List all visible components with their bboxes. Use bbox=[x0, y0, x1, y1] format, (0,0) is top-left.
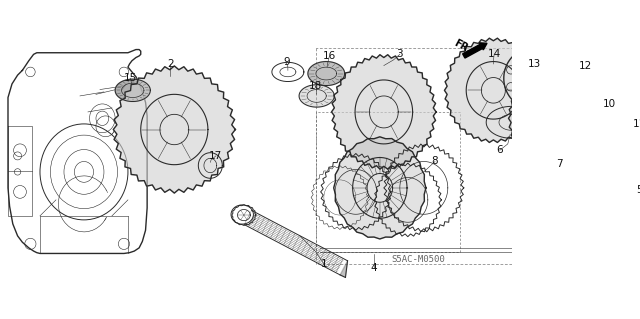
Text: 5: 5 bbox=[636, 185, 640, 195]
Text: 4: 4 bbox=[371, 263, 378, 273]
Text: FR.: FR. bbox=[452, 38, 472, 56]
Text: 6: 6 bbox=[497, 145, 503, 155]
Text: 1: 1 bbox=[321, 259, 327, 269]
Text: 10: 10 bbox=[603, 99, 616, 109]
Text: 15: 15 bbox=[124, 73, 137, 83]
Text: 9: 9 bbox=[283, 57, 289, 67]
Text: S5AC-M0500: S5AC-M0500 bbox=[392, 255, 445, 264]
Polygon shape bbox=[589, 105, 640, 196]
Polygon shape bbox=[113, 66, 236, 193]
Polygon shape bbox=[333, 137, 426, 239]
FancyArrow shape bbox=[463, 43, 487, 58]
Polygon shape bbox=[299, 85, 334, 107]
Text: 12: 12 bbox=[579, 61, 592, 70]
Text: 3: 3 bbox=[397, 49, 403, 59]
Text: 11: 11 bbox=[633, 119, 640, 129]
Polygon shape bbox=[308, 62, 345, 85]
Polygon shape bbox=[612, 78, 640, 129]
Polygon shape bbox=[308, 62, 345, 85]
Text: 2: 2 bbox=[167, 59, 173, 69]
Polygon shape bbox=[332, 55, 436, 169]
Text: 18: 18 bbox=[309, 81, 323, 91]
Polygon shape bbox=[444, 38, 542, 143]
Text: 14: 14 bbox=[488, 49, 501, 59]
Polygon shape bbox=[340, 261, 348, 278]
Text: 8: 8 bbox=[432, 157, 438, 167]
Text: 16: 16 bbox=[323, 51, 336, 61]
Polygon shape bbox=[509, 68, 603, 169]
Polygon shape bbox=[115, 79, 150, 101]
Text: 17: 17 bbox=[209, 151, 223, 161]
Text: 13: 13 bbox=[527, 59, 541, 69]
Polygon shape bbox=[115, 79, 150, 101]
Text: 7: 7 bbox=[556, 159, 563, 169]
